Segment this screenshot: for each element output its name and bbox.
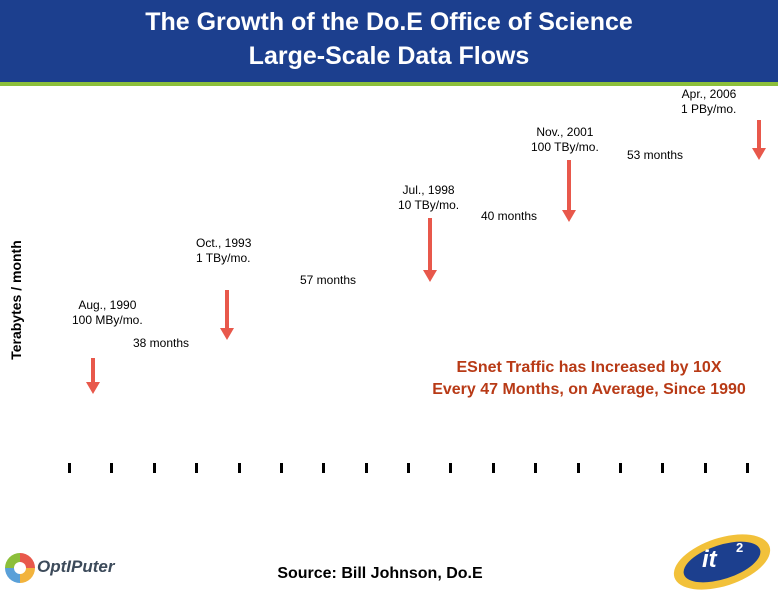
- x-axis-tick: [703, 463, 707, 473]
- milestone-date: Nov., 2001: [536, 125, 594, 139]
- x-axis-tick: [534, 463, 538, 473]
- milestone-date: Oct., 1993: [196, 236, 252, 250]
- y-axis-label: Terabytes / month: [8, 240, 24, 360]
- title-line-1: The Growth of the Do.E Office of Science: [145, 8, 633, 36]
- x-axis-tick: [195, 463, 199, 473]
- x-axis-tick: [364, 463, 368, 473]
- milestone-label-2001: Nov., 2001 100 TBy/mo.: [531, 125, 599, 155]
- x-axis-tick: [661, 463, 665, 473]
- optiputer-logo: OptIPuter: [5, 545, 120, 585]
- x-axis-tick: [449, 463, 453, 473]
- milestone-date: Jul., 1998: [402, 183, 455, 197]
- milestone-label-2006: Apr., 2006 1 PBy/mo.: [681, 87, 736, 117]
- callout-line-2: Every 47 Months, on Average, Since 1990: [432, 381, 746, 398]
- x-axis-tick: [279, 463, 283, 473]
- interval-label-1: 38 months: [133, 336, 190, 350]
- milestone-volume: 10 TBy/mo.: [398, 198, 460, 212]
- x-axis-tick: [237, 463, 241, 473]
- x-axis-tick: [110, 463, 114, 473]
- x-axis-tick: [407, 463, 410, 473]
- it2-logo-superscript: 2: [736, 540, 744, 555]
- it2-logo-text: it: [702, 546, 717, 573]
- title-banner: The Growth of the Do.E Office of Science…: [0, 0, 778, 82]
- x-axis-tick: [68, 463, 71, 473]
- interval-label-3: 40 months: [481, 209, 538, 223]
- x-axis-tick: [746, 463, 749, 473]
- growth-callout: ESnet Traffic has Increased by 10X Every…: [400, 357, 778, 401]
- x-axis-tick: [152, 463, 156, 473]
- milestone-volume: 100 MBy/mo.: [72, 313, 143, 327]
- interval-label-4: 53 months: [627, 148, 684, 162]
- milestone-label-1990: Aug., 1990 100 MBy/mo.: [72, 298, 143, 328]
- x-axis-tick: [491, 463, 495, 473]
- it2-logo: it 2: [667, 523, 777, 600]
- x-axis-tick: [576, 463, 580, 473]
- x-axis-tick: [322, 463, 326, 473]
- milestone-volume: 1 PBy/mo.: [681, 102, 737, 116]
- optiputer-wordmark: OptIPuter: [37, 557, 115, 576]
- milestone-volume: 1 TBy/mo.: [196, 251, 251, 265]
- title-underline: [0, 82, 778, 86]
- callout-line-1: ESnet Traffic has Increased by 10X: [456, 359, 722, 376]
- title-line-2: Large-Scale Data Flows: [248, 42, 530, 70]
- milestone-label-1993: Oct., 1993 1 TBy/mo.: [196, 236, 251, 266]
- interval-label-2: 57 months: [300, 273, 357, 287]
- milestone-volume: 100 TBy/mo.: [531, 140, 599, 154]
- source-credit: Source: Bill Johnson, Do.E: [277, 565, 483, 582]
- x-axis-tick: [618, 463, 622, 473]
- optiputer-ring-icon: [5, 553, 35, 583]
- milestone-label-1998: Jul., 1998 10 TBy/mo.: [398, 183, 459, 213]
- milestone-date: Apr., 2006: [681, 87, 737, 101]
- milestone-date: Aug., 1990: [78, 298, 137, 312]
